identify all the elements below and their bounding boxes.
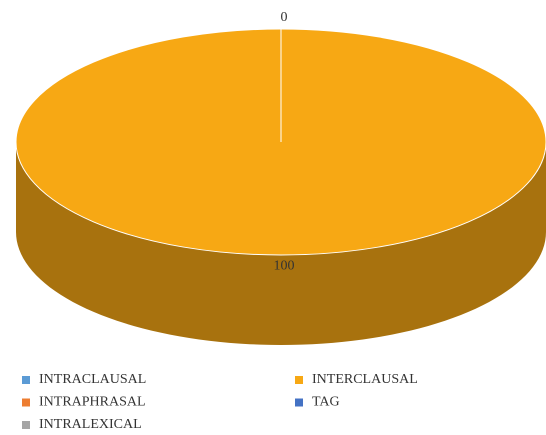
- legend-label: INTRACLAUSAL: [39, 372, 146, 387]
- legend-swatch: [22, 376, 30, 384]
- legend-swatch: [295, 376, 303, 384]
- pie-side: [16, 142, 546, 345]
- legend-swatch: [22, 421, 30, 429]
- legend-label: INTERCLAUSAL: [312, 372, 418, 387]
- data-label: 100: [274, 259, 295, 274]
- legend-label: INTRALEXICAL: [39, 417, 142, 432]
- legend-swatch: [22, 398, 30, 407]
- legend-label: INTRAPHRASAL: [39, 395, 146, 410]
- data-label: 0: [281, 10, 288, 25]
- legend-swatch: [295, 398, 303, 407]
- legend-label: TAG: [312, 395, 340, 410]
